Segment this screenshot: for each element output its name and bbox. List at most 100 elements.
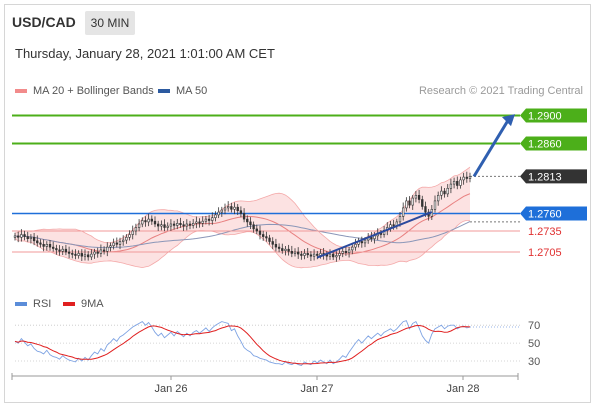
candle-body [452,181,456,185]
candle-body [13,235,17,238]
candle-body [26,236,29,240]
level-tag-0 [520,108,587,123]
rsi-level-label-30: 30 [528,356,540,368]
candle-body [281,248,284,251]
level-label-5: 1.2705 [528,247,562,259]
candle-body [106,246,109,252]
candle-body [71,253,74,255]
annotations [316,114,515,259]
candle-body [147,218,150,223]
price-levels [12,114,520,253]
candle-body [405,200,408,209]
candle-body [312,253,316,257]
candle-body [262,234,265,237]
legend-item-ma50: MA 50 [158,85,207,97]
candle-body [354,244,357,248]
candle-body [32,237,36,242]
legend-swatch-ma50 [158,89,170,93]
candle-body [258,230,262,235]
candle-body [166,225,169,228]
legend-swatch-rsi [15,302,27,306]
candle-body [265,236,268,239]
candle-body [446,188,449,195]
rsi-level-label-50: 50 [528,338,540,350]
candle-body [332,253,335,258]
candle-body [23,234,26,237]
time-axis: Jan 26 Jan 27 Jan 28 [11,373,519,395]
forecast-arrow-shaft [472,119,510,178]
candle-body [131,230,134,235]
candle-body [230,206,233,210]
candle-body [309,254,313,257]
candle-body [421,199,424,207]
rsi-panel: 70 50 30 [14,320,540,368]
candle-body [87,254,90,258]
candle-body [90,253,93,258]
candle-body [363,239,367,244]
candle-body [424,206,427,213]
rsi-level-label-70: 70 [528,320,540,332]
candle-body [389,224,392,228]
candle-body [293,251,297,254]
candle-body [246,218,249,223]
candle-body [48,244,52,248]
candle-body [144,220,147,223]
candle-body [271,241,274,245]
candle-body [236,206,239,211]
candle-body [220,209,223,213]
legend-item-ma20-bollinger: MA 20 + Bollinger Bands [15,85,154,97]
chart-frame [4,4,591,403]
support-trendline [316,211,433,259]
candle-body [433,200,437,210]
candle-body [227,206,230,209]
candle-body [64,248,68,253]
candle-body [125,237,128,241]
candle-body [176,223,179,226]
candle-body [137,223,141,228]
candle-body [223,207,227,211]
candle-body [449,183,453,189]
candle-body [398,216,402,223]
candle-body [462,176,465,181]
candle-body [351,246,354,251]
candle-body [160,224,163,227]
candle-body [214,214,217,218]
moving-averages [14,193,471,255]
ma50-line [14,221,471,249]
candle-body [150,218,153,222]
candle-body [408,200,411,206]
candle-body [242,213,246,220]
candle-body [217,211,220,216]
candle-body [36,240,39,244]
level-tag-2 [520,169,587,184]
bollinger-lower-line [14,219,470,269]
candle-body [255,228,258,232]
candle-body [373,235,376,239]
candle-body [80,253,83,257]
candle-body [274,244,278,248]
candle-body [392,224,395,227]
candle-body [347,249,351,253]
candle-body [67,251,71,254]
candle-body [411,197,414,206]
candle-body [440,190,443,196]
time-label-2: Jan 28 [446,383,479,395]
candle-body [417,195,421,200]
legend-label-rsi: RSI [33,298,52,310]
interval-button[interactable]: 30 MIN [85,11,135,35]
candle-body [300,253,303,256]
candle-body [303,253,306,256]
candle-body [437,195,440,202]
candle-body [402,207,405,217]
forecast-arrow-head [502,114,515,127]
legend-item-rsi: RSI [15,298,51,310]
candle-body [153,220,157,225]
candle-body [456,181,459,186]
copyright-text: Research © 2021 Trading Central [418,85,583,97]
candle-body [192,223,195,226]
candle-body [328,253,332,257]
candle-body [268,237,271,242]
candle-body [468,176,472,179]
chart-datetime: Thursday, January 28, 2021 1:01:00 AM CE… [15,46,275,61]
